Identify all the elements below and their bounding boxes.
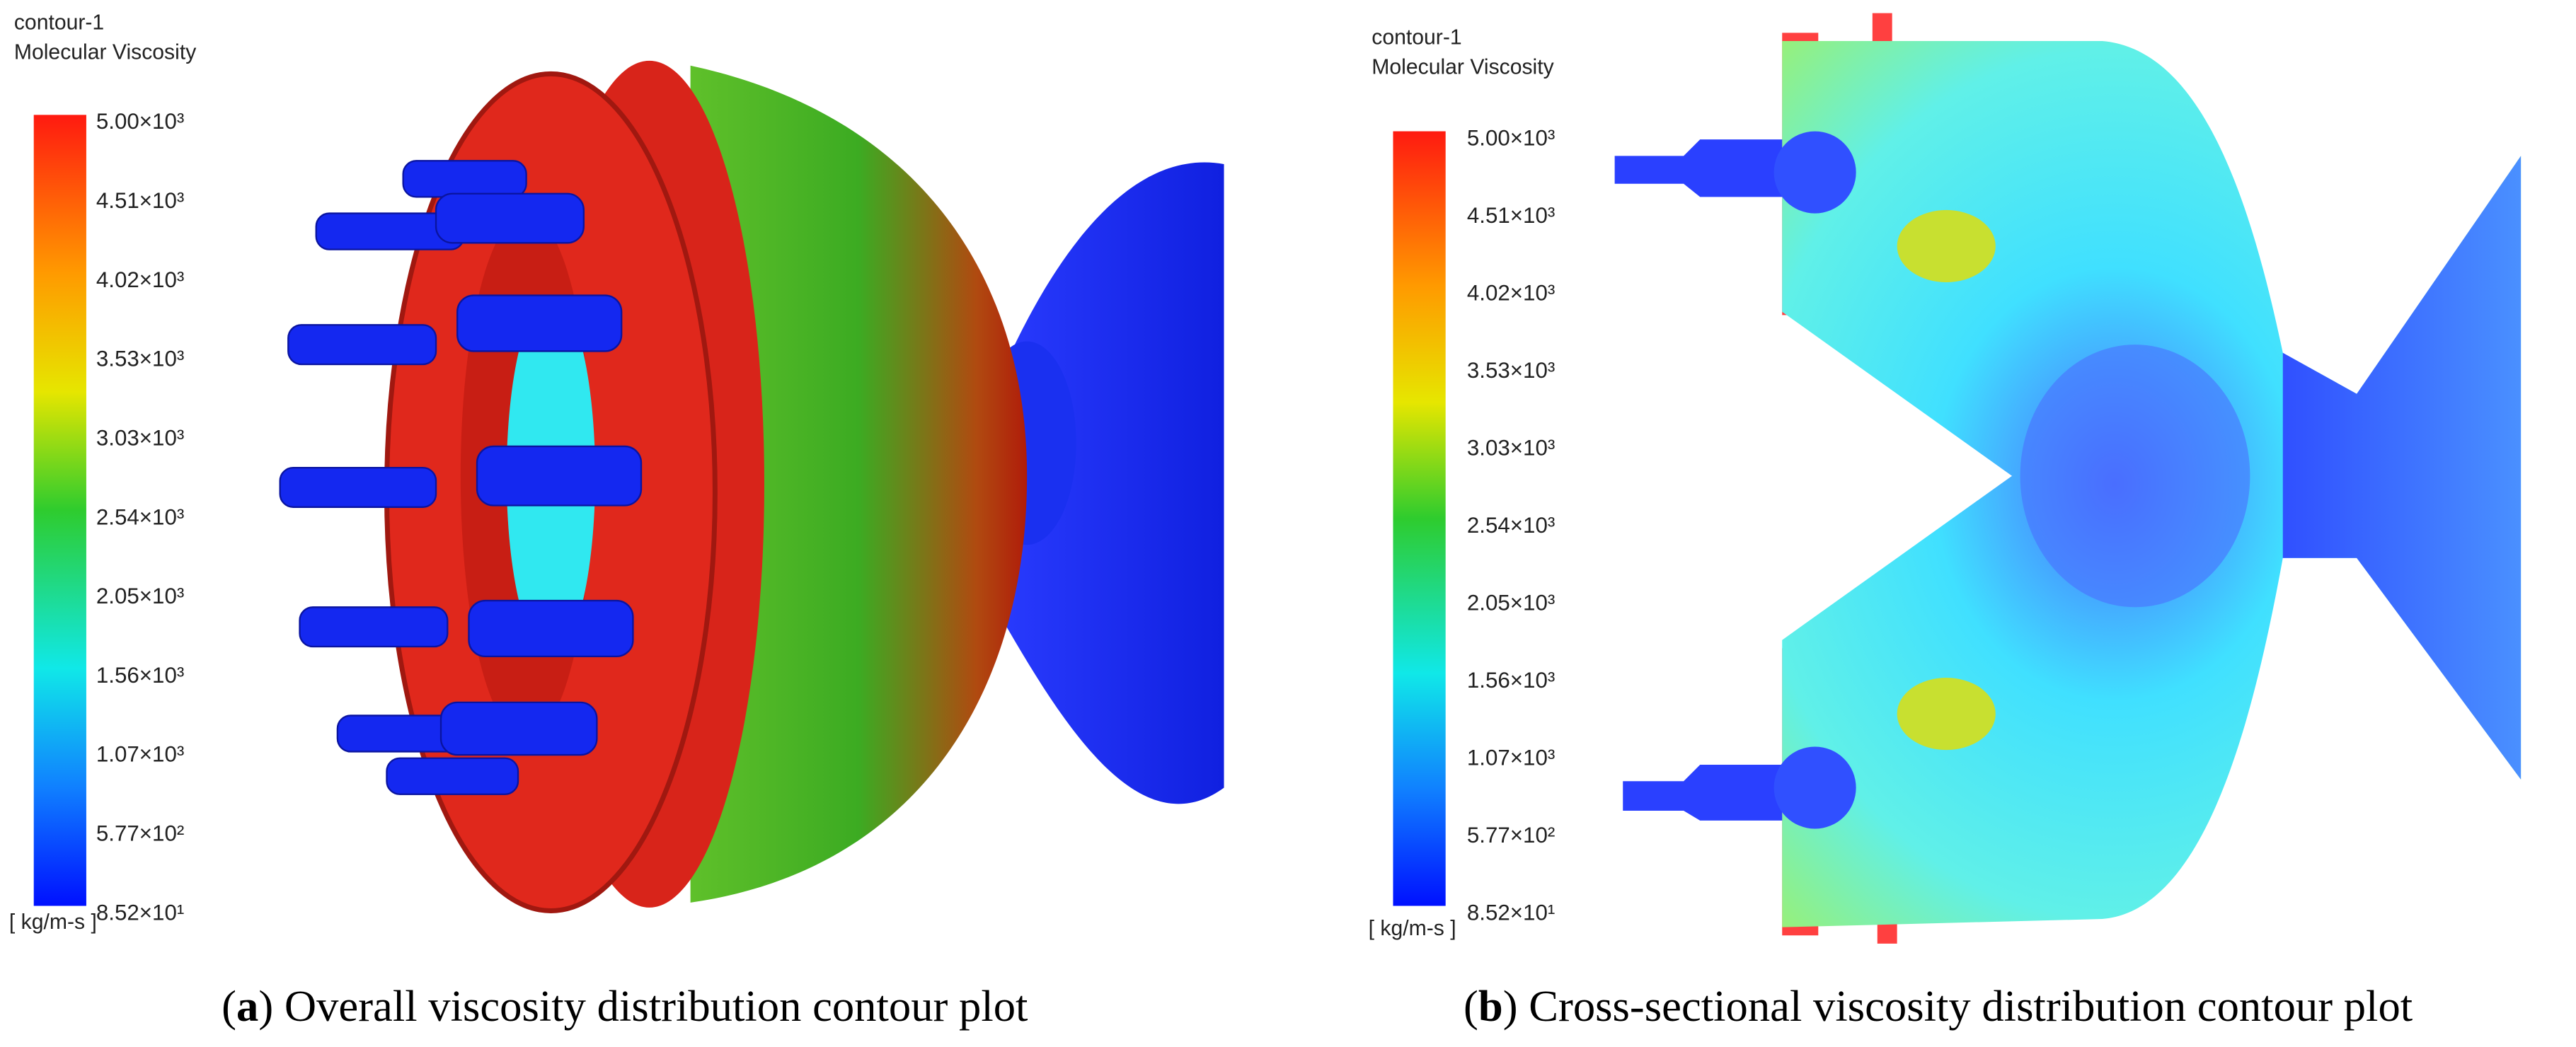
colorbar xyxy=(33,115,86,906)
caption-part: ( xyxy=(1464,981,1478,1031)
caption-part: ) Overall viscosity distribution contour… xyxy=(258,981,1028,1031)
colorbar-label: 5.00×10³ xyxy=(96,109,184,134)
colorbar-label: 3.03×10³ xyxy=(1467,435,1555,460)
colorbar-label: 8.52×10¹ xyxy=(1467,900,1555,925)
legend-variable: Molecular Viscosity xyxy=(14,41,197,64)
colorbar-label: 1.56×10³ xyxy=(96,663,184,688)
colorbar-label: 1.07×10³ xyxy=(1467,745,1555,770)
overall-contour xyxy=(279,60,1224,913)
legend-title: contour-1 xyxy=(1372,26,1461,50)
colorbar-label: 2.05×10³ xyxy=(1467,590,1555,615)
colorbar-label: 4.02×10³ xyxy=(96,267,184,292)
caption-part: b xyxy=(1478,981,1503,1031)
colorbar-label: 2.05×10³ xyxy=(96,584,184,608)
colorbar-unit: [ kg/m-s ] xyxy=(9,910,97,934)
colorbar-label: 3.53×10³ xyxy=(96,347,184,371)
caption-part: ) Cross-sectional viscosity distribution… xyxy=(1503,981,2413,1031)
colorbar-label: 5.00×10³ xyxy=(1467,125,1555,150)
colorbar-label: 4.02×10³ xyxy=(1467,280,1555,305)
legend-title: contour-1 xyxy=(14,11,104,35)
colorbar-label: 8.52×10¹ xyxy=(96,900,184,925)
caption-part: a xyxy=(236,981,258,1031)
legend: contour-1 Molecular Viscosity 5.00×10³ 4.51… xyxy=(1369,26,1556,941)
colorbar-label: 3.53×10³ xyxy=(1467,358,1555,383)
legend-variable: Molecular Viscosity xyxy=(1372,55,1554,79)
legend: contour-1 Molecular Viscosity 5.00×10³ 4.51… xyxy=(9,11,197,934)
colorbar-label: 4.51×10³ xyxy=(1467,203,1555,228)
cross-section-contour xyxy=(1614,13,2522,944)
caption: (a) Overall viscosity distribution conto… xyxy=(222,981,1028,1031)
colorbar-label: 1.56×10³ xyxy=(1467,668,1555,693)
caption: (b) Cross-sectional viscosity distributi… xyxy=(1464,981,2413,1031)
colorbar-label: 5.77×10² xyxy=(1467,823,1555,848)
colorbar xyxy=(1393,131,1446,906)
colorbar-label: 2.54×10³ xyxy=(96,504,184,529)
colorbar-label: 1.07×10³ xyxy=(96,742,184,767)
colorbar-label: 2.54×10³ xyxy=(1467,513,1555,538)
colorbar-label: 3.03×10³ xyxy=(96,425,184,450)
colorbar-unit: [ kg/m-s ] xyxy=(1369,917,1456,940)
colorbar-label: 4.51×10³ xyxy=(96,188,184,213)
caption-part: ( xyxy=(222,981,236,1031)
colorbar-label: 5.77×10² xyxy=(96,821,184,846)
